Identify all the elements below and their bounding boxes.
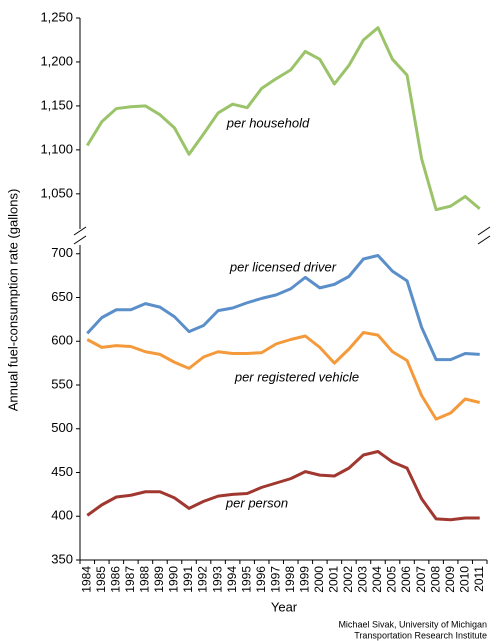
y-tick-label: 1,150 xyxy=(40,97,73,112)
x-tick-label: 2011 xyxy=(472,566,486,592)
x-tick-label: 2010 xyxy=(457,566,471,593)
y-tick-label: 1,050 xyxy=(40,185,73,200)
series-label: per registered vehicle xyxy=(234,369,359,384)
y-tick-label: 600 xyxy=(51,333,73,348)
y-tick-label: 500 xyxy=(51,420,73,435)
line xyxy=(86,450,480,522)
series-label: per person xyxy=(225,495,288,510)
x-tick-label: 2002 xyxy=(341,566,355,593)
y-tick-label: 1,250 xyxy=(40,9,73,24)
x-tick-label: 2000 xyxy=(312,566,326,593)
x-axis-label: Year xyxy=(271,599,298,614)
y-tick-label: 450 xyxy=(51,464,73,479)
x-tick-label: 1984 xyxy=(79,566,93,593)
source: Transportation Research Institute xyxy=(354,630,487,640)
x-tick-label: 2008 xyxy=(428,566,442,593)
y-tick-label: 700 xyxy=(51,245,73,260)
y-tick-label: 350 xyxy=(51,551,73,566)
x-tick-label: 1999 xyxy=(297,566,311,593)
x-tick-label: 2005 xyxy=(385,566,399,593)
x-tick-label: 1991 xyxy=(181,566,195,593)
x-tick-label: 2006 xyxy=(399,566,413,593)
series-label: per licensed driver xyxy=(229,259,337,274)
y-tick-label: 650 xyxy=(51,289,73,304)
y-tick-label: 1,200 xyxy=(40,53,73,68)
x-tick-label: 1997 xyxy=(268,566,282,593)
x-tick-label: 1987 xyxy=(123,566,137,593)
source: Michael Sivak, University of Michigan xyxy=(338,619,487,629)
x-tick-label: 1986 xyxy=(109,566,123,593)
line xyxy=(86,331,481,421)
x-tick-label: 1995 xyxy=(239,566,253,593)
x-tick-label: 1989 xyxy=(152,566,166,593)
x-tick-label: 1998 xyxy=(283,566,297,593)
x-tick-label: 2007 xyxy=(414,566,428,593)
y-axis-label: Annual fuel-consumption rate (gallons) xyxy=(5,189,20,412)
x-tick-label: 1985 xyxy=(94,566,108,593)
x-tick-label: 1992 xyxy=(196,566,210,593)
y-tick-label: 1,100 xyxy=(40,141,73,156)
x-tick-label: 1996 xyxy=(254,566,268,593)
x-tick-label: 2009 xyxy=(443,566,457,593)
x-tick-label: 2004 xyxy=(370,566,384,593)
line xyxy=(86,254,480,362)
x-tick-label: 1990 xyxy=(167,566,181,593)
series-label: per household xyxy=(226,115,310,130)
y-tick-label: 400 xyxy=(51,508,73,523)
x-tick-label: 2003 xyxy=(356,566,370,593)
x-tick-label: 2001 xyxy=(327,566,341,593)
x-tick-label: 1993 xyxy=(210,566,224,593)
x-tick-label: 1988 xyxy=(138,566,152,593)
line xyxy=(85,26,481,212)
x-tick-label: 1994 xyxy=(225,566,239,593)
axis-break xyxy=(73,226,491,245)
y-tick-label: 550 xyxy=(51,376,73,391)
